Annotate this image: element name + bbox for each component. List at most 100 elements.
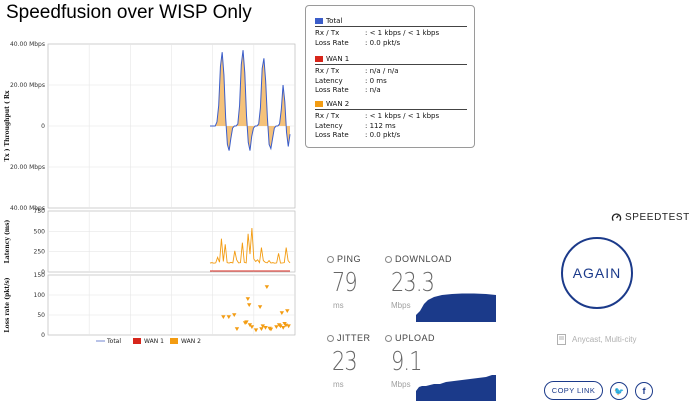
loss-point xyxy=(221,315,226,319)
stats-total: Total Rx / Tx: < 1 kbps / < 1 kbps Loss … xyxy=(315,17,467,48)
loss-point xyxy=(253,328,259,333)
download-label-text: DOWNLOAD xyxy=(395,254,453,264)
y-tick-label: 40.00 Mbps xyxy=(10,41,45,48)
ping-label-text: PING xyxy=(337,254,362,264)
loss-point xyxy=(268,327,274,332)
again-button[interactable]: AGAIN xyxy=(561,237,633,309)
upload-label-text: UPLOAD xyxy=(395,333,436,343)
stats-label: Rx / Tx xyxy=(315,29,340,37)
loss-point xyxy=(278,324,283,329)
upload-icon xyxy=(385,334,392,342)
loss-point xyxy=(249,325,255,329)
legend-swatch xyxy=(133,338,141,344)
stats-value: : 112 ms xyxy=(365,121,396,130)
latency-chart: 0 250 500 750 Latency (ms) xyxy=(4,208,296,276)
download-graph xyxy=(416,293,496,322)
legend-label: WAN 2 xyxy=(181,338,201,345)
copy-link-button[interactable]: COPY LINK xyxy=(544,381,603,400)
y-tick-label: 750 xyxy=(34,208,46,215)
speedtest-brand: SPEEDTEST xyxy=(611,212,690,223)
download-icon xyxy=(385,255,392,263)
loss-point xyxy=(285,309,290,313)
speedtest-brand-label: SPEEDTEST xyxy=(625,212,690,223)
stats-panel: Total Rx / Tx : < 1 kbps / < 1 kbps Loss … xyxy=(305,5,475,148)
twitter-share-button[interactable]: 🐦 xyxy=(610,382,628,400)
loss-point xyxy=(257,305,263,309)
legend-swatch xyxy=(170,338,178,344)
loss-point xyxy=(260,324,265,329)
facebook-icon: f xyxy=(642,386,646,396)
loss-point xyxy=(234,327,240,331)
y-tick-label: 500 xyxy=(34,228,46,235)
server-label: Anycast, Multi-city xyxy=(572,335,637,344)
ping-unit: ms xyxy=(333,301,344,310)
loss-point xyxy=(286,324,291,329)
y-tick-label: 0 xyxy=(41,332,45,339)
stats-value: : 0 ms xyxy=(365,76,387,85)
ping-icon xyxy=(327,255,334,263)
legend-label: Total xyxy=(106,338,121,345)
stats-label: Latency xyxy=(315,121,343,130)
loss-point xyxy=(244,320,249,325)
loss-point xyxy=(226,315,231,319)
server-info: Anycast, Multi-city xyxy=(557,334,636,345)
stats-label: Loss Rate xyxy=(315,86,349,94)
loss-point xyxy=(259,327,264,331)
y-tick-label: 150 xyxy=(34,272,46,279)
stats-total-title: Total xyxy=(326,17,343,25)
stats-label: Rx / Tx xyxy=(315,67,340,75)
loss-rate-chart: 0 50 100 150 Loss rate (pkt/s) xyxy=(4,272,296,339)
loss-point xyxy=(245,297,251,301)
loss-point xyxy=(232,313,237,317)
stats-value: : n/a xyxy=(365,86,381,94)
loss-point xyxy=(281,326,286,330)
jitter-label: JITTER xyxy=(327,333,371,343)
stats-label: Latency xyxy=(315,76,343,85)
upload-label: UPLOAD xyxy=(385,333,435,343)
jitter-icon xyxy=(327,334,334,342)
y-tick-label: 0 xyxy=(41,123,45,130)
loss-point xyxy=(279,311,285,315)
stats-value: : < 1 kbps / < 1 kbps xyxy=(365,29,440,37)
jitter-unit: ms xyxy=(333,380,344,389)
stats-wan1-title: WAN 1 xyxy=(326,55,350,63)
loss-point xyxy=(264,285,270,289)
stats-wan2-title: WAN 2 xyxy=(326,100,350,108)
wan1-swatch xyxy=(315,56,323,62)
total-swatch xyxy=(315,18,323,24)
twitter-icon: 🐦 xyxy=(614,386,624,396)
server-icon xyxy=(557,334,566,345)
stats-wan2: WAN 2 Rx / Tx: < 1 kbps / < 1 kbps Laten… xyxy=(315,100,467,141)
stats-wan1: WAN 1 Rx / Tx : n/a / n/a Latency : 0 ms L… xyxy=(315,55,467,96)
loss-point xyxy=(247,303,252,307)
loss-point xyxy=(247,323,253,327)
y-tick-label: 20.00 Mbps xyxy=(10,164,45,171)
stats-value: : 0.0 pkt/s xyxy=(365,38,401,47)
ping-label: PING xyxy=(327,254,361,264)
speedfusion-charts: 40.00 Mbps 20.00 Mbps 0 20.00 Mbps 40.00 Mbp… xyxy=(4,41,296,345)
stats-label: Rx / Tx xyxy=(315,112,340,120)
download-label: DOWNLOAD xyxy=(385,254,452,264)
stats-value: : 0.0 pkt/s xyxy=(365,131,401,139)
download-value: 23.3 xyxy=(391,268,435,298)
y-tick-label: 0 xyxy=(41,269,45,276)
jitter-value: 23 xyxy=(332,347,358,377)
stats-label: Loss Rate xyxy=(315,131,349,139)
facebook-share-button[interactable]: f xyxy=(635,382,653,400)
y-tick-label: 50 xyxy=(37,312,45,319)
download-unit: Mbps xyxy=(391,301,411,310)
y-tick-label: 40.00 Mbps xyxy=(10,205,45,212)
chart-legend: Total WAN 1 WAN 2 xyxy=(96,338,201,345)
page-title: Speedfusion over WISP Only xyxy=(6,2,252,23)
loss-point xyxy=(263,326,268,330)
speedtest-logo-icon xyxy=(611,213,622,222)
jitter-label-text: JITTER xyxy=(337,333,371,343)
y-tick-label: 250 xyxy=(34,249,46,256)
legend-label: WAN 1 xyxy=(144,338,164,345)
stats-value: : n/a / n/a xyxy=(365,67,399,75)
throughput-chart: 40.00 Mbps 20.00 Mbps 0 20.00 Mbps 40.00 Mbp… xyxy=(4,41,296,212)
y-tick-label: 20.00 Mbps xyxy=(10,82,45,89)
upload-graph-area xyxy=(416,375,496,401)
loss-point xyxy=(274,325,279,329)
upload-unit: Mbps xyxy=(391,380,411,389)
